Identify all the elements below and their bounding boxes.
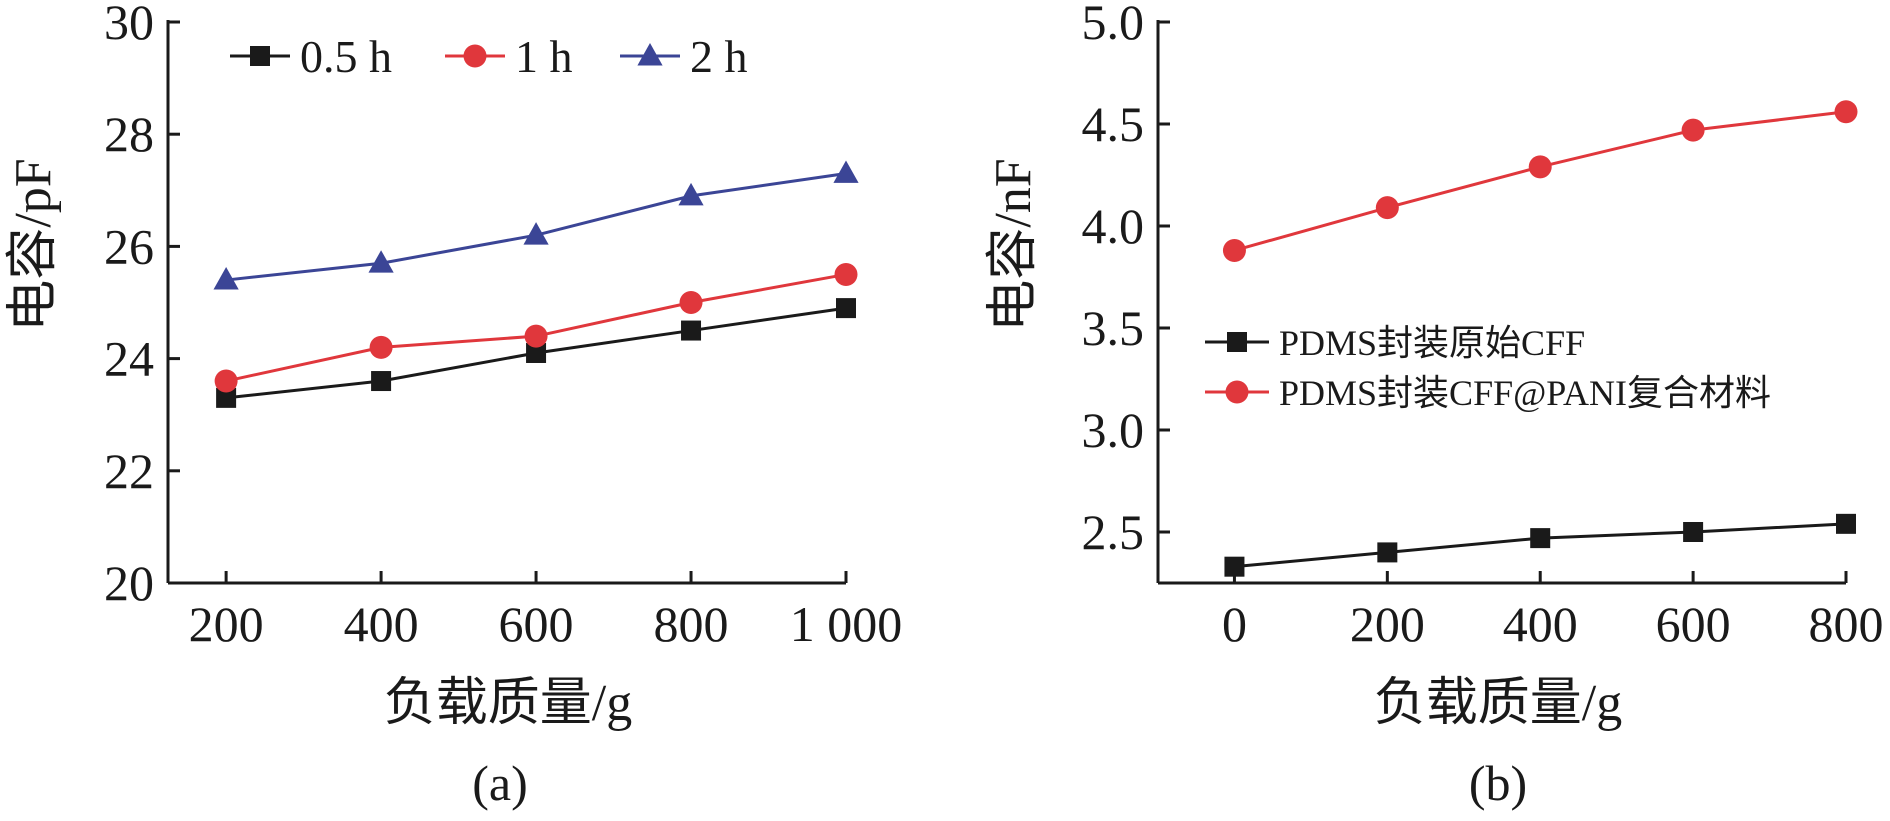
data-point-2-2 [1375, 196, 1399, 220]
y-tick-label: 30 [104, 0, 154, 50]
y-tick-label: 26 [104, 218, 154, 274]
series-layer-b [1222, 100, 1858, 577]
panel-label-a: (a) [472, 755, 528, 811]
data-point-1-1 [216, 387, 237, 408]
legend-marker-1 [250, 46, 270, 66]
y-tick-label: 3.5 [1082, 300, 1145, 356]
data-point-1-5 [836, 298, 856, 319]
legend-b: PDMS封装原始CFF PDMS封装CFF@PANI复合材料 [1205, 323, 1771, 413]
series-line-2 [1234, 110, 1847, 252]
data-point-1-2 [1377, 542, 1398, 563]
legend-marker-3 [637, 42, 663, 66]
y-tick-label: 28 [104, 106, 154, 162]
data-point-2-3 [524, 324, 548, 348]
x-tick-label: 1 000 [790, 596, 903, 652]
data-point-1-3 [526, 342, 547, 363]
data-point-2-3 [1528, 155, 1552, 179]
data-point-3-3 [523, 222, 549, 245]
x-tick-label: 200 [189, 596, 264, 652]
legend-marker-2 [463, 44, 487, 68]
data-point-2-1 [214, 369, 238, 393]
axes-a [166, 20, 846, 585]
data-point-2-1 [1222, 238, 1246, 262]
data-point-1-5 [1836, 513, 1856, 534]
data-point-2-5 [834, 262, 858, 286]
x-ticks-a: 200 400 600 800 1 000 [189, 571, 903, 652]
x-tick-label: 400 [344, 596, 419, 652]
data-point-1-3 [1530, 528, 1551, 549]
x-tick-label: 800 [1809, 596, 1884, 652]
x-ticks-b: 0 200 400 600 800 [1222, 571, 1884, 652]
legend-marker-1 [1227, 332, 1247, 352]
data-point-3-5 [833, 160, 859, 183]
x-tick-label: 400 [1503, 596, 1578, 652]
x-axis-title-b: 负载质量/g [1374, 675, 1622, 732]
data-point-2-2 [369, 335, 393, 359]
panel-label-b: (b) [1469, 755, 1527, 811]
y-axis-title-a: 电容/pF [5, 158, 62, 331]
y-tick-label: 5.0 [1082, 0, 1145, 50]
y-axis-title-b: 电容/nF [985, 158, 1042, 331]
x-tick-label: 600 [499, 596, 574, 652]
x-tick-label: 800 [654, 596, 729, 652]
y-tick-label: 3.0 [1082, 402, 1145, 458]
chart-panel-b: 2.5 3.0 3.5 4.0 4.5 5.0 0 200 400 600 800 PDMS封装原… [985, 0, 1884, 811]
x-axis-title-a: 负载质量/g [384, 675, 632, 732]
x-tick-label: 200 [1350, 596, 1425, 652]
legend-a: 0.5 h 1 h 2 h [230, 31, 748, 82]
data-point-3-2 [368, 250, 394, 273]
y-tick-label: 22 [104, 443, 154, 499]
y-ticks-b: 2.5 3.0 3.5 4.0 4.5 5.0 [1082, 0, 1170, 560]
legend-marker-2 [1225, 380, 1249, 404]
legend-label-3: 2 h [690, 31, 748, 82]
data-point-1-4 [1683, 522, 1704, 542]
legend-label-2: 1 h [515, 31, 573, 82]
legend-label-2: PDMS封装CFF@PANI复合材料 [1279, 373, 1771, 413]
y-tick-label: 2.5 [1082, 504, 1145, 560]
data-point-2-4 [679, 291, 703, 314]
y-tick-label: 20 [104, 555, 154, 611]
y-tick-label: 24 [104, 331, 154, 387]
data-point-1-1 [1224, 556, 1245, 577]
data-point-2-4 [1681, 118, 1705, 142]
legend-label-1: 0.5 h [300, 31, 392, 82]
y-tick-label: 4.0 [1082, 198, 1145, 254]
series-layer-a [213, 160, 859, 408]
legend-label-1: PDMS封装原始CFF [1279, 323, 1585, 363]
x-tick-label: 0 [1222, 596, 1247, 652]
data-point-1-2 [371, 371, 392, 392]
x-tick-label: 600 [1656, 596, 1731, 652]
chart-panel-a: 20 22 24 26 28 30 200 400 600 800 1 000 0.5 h 1 h 2… [5, 0, 902, 811]
y-ticks-a: 20 22 24 26 28 30 [104, 0, 180, 611]
data-point-2-5 [1834, 100, 1858, 124]
y-tick-label: 4.5 [1082, 96, 1145, 152]
data-point-3-4 [678, 182, 704, 206]
axes-b [1156, 20, 1846, 585]
data-point-3-1 [213, 267, 239, 290]
data-point-1-4 [681, 320, 702, 341]
